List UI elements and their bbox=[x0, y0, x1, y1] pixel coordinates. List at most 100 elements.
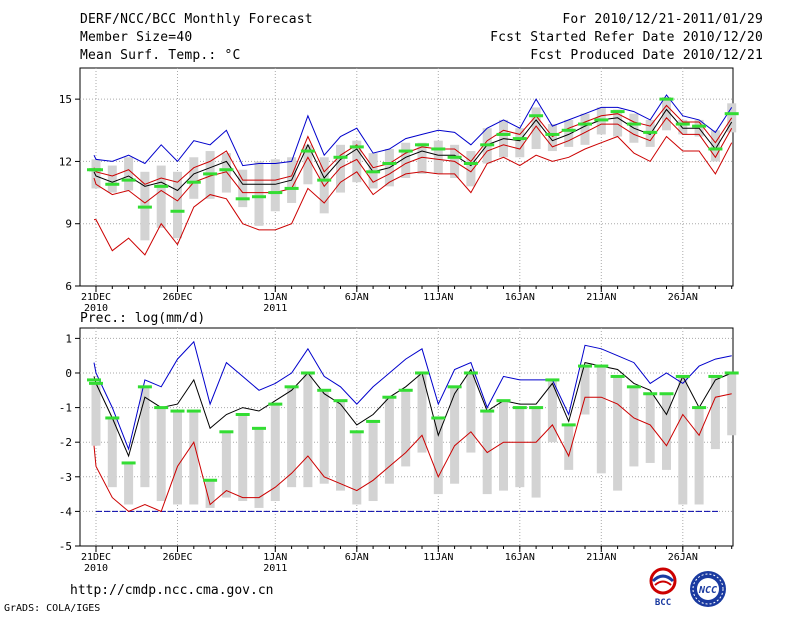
range-box bbox=[596, 366, 606, 474]
x-tick-label: 1JAN bbox=[263, 552, 287, 563]
range-box bbox=[564, 119, 574, 147]
range-box bbox=[515, 128, 525, 158]
range-box bbox=[580, 113, 590, 145]
range-box bbox=[564, 424, 574, 470]
range-box bbox=[417, 372, 427, 453]
y-tick-label: 15 bbox=[59, 93, 72, 106]
plot-frame bbox=[79, 327, 734, 547]
range-box bbox=[531, 107, 541, 149]
range-box bbox=[303, 372, 313, 488]
range-box bbox=[417, 142, 427, 174]
range-box bbox=[238, 169, 248, 208]
ncc-logo-text: NCC bbox=[698, 585, 717, 596]
x-tick-year-label: 2010 bbox=[84, 563, 108, 574]
range-box bbox=[662, 393, 671, 470]
range-box bbox=[303, 144, 313, 185]
range-box bbox=[270, 404, 280, 502]
range-box bbox=[205, 480, 215, 508]
series-line-max bbox=[93, 94, 733, 167]
y-tick-label: -4 bbox=[59, 505, 73, 518]
range-box bbox=[678, 376, 688, 505]
chart-title: DERF/NCC/BCC Monthly Forecast bbox=[80, 12, 313, 27]
x-tick-label: 21DEC bbox=[81, 292, 111, 303]
range-box bbox=[613, 376, 623, 491]
range-box bbox=[91, 383, 101, 446]
x-tick-label: 6JAN bbox=[345, 292, 369, 303]
series-line-mean bbox=[93, 108, 733, 192]
top-panel-variable: Mean Surf. Temp.: °C bbox=[80, 48, 241, 63]
x-tick-label: 11JAN bbox=[423, 292, 453, 303]
x-tick-label: 26JAN bbox=[668, 292, 698, 303]
range-box bbox=[580, 366, 590, 415]
range-box bbox=[678, 119, 688, 135]
range-box bbox=[352, 431, 362, 505]
range-box bbox=[270, 159, 280, 212]
range-box bbox=[401, 142, 411, 179]
range-box bbox=[221, 153, 231, 193]
bcc-logo-text: BCC bbox=[655, 598, 671, 608]
x-tick-label: 21JAN bbox=[586, 292, 616, 303]
range-box bbox=[107, 417, 117, 488]
range-box bbox=[287, 386, 297, 488]
series-line-min bbox=[94, 135, 733, 256]
x-tick-year-label: 2010 bbox=[84, 303, 108, 314]
range-box bbox=[433, 417, 443, 495]
series-line-upper bbox=[93, 104, 733, 185]
y-tick-label: 1 bbox=[65, 332, 72, 345]
range-box bbox=[401, 390, 411, 467]
x-tick-label: 26JAN bbox=[668, 552, 698, 563]
forecast-produced-date: Fcst Produced Date 2010/12/21 bbox=[530, 48, 763, 63]
bottom-panel-variable: Prec.: log(mm/d) bbox=[80, 311, 205, 326]
website-url[interactable]: http://cmdp.ncc.cma.gov.cn bbox=[70, 583, 274, 598]
x-tick-label: 26DEC bbox=[162, 552, 192, 563]
range-box bbox=[140, 386, 150, 488]
range-box bbox=[531, 407, 541, 498]
range-box bbox=[433, 140, 443, 174]
range-box bbox=[189, 157, 199, 199]
series-line-lower bbox=[93, 117, 733, 204]
bcc-logo: BCC bbox=[649, 567, 677, 608]
x-tick-label: 16JAN bbox=[505, 552, 535, 563]
range-box bbox=[189, 411, 199, 505]
range-box bbox=[156, 165, 166, 228]
range-box bbox=[515, 407, 525, 488]
forecast-started-date: Fcst Started Refer Date 2010/12/20 bbox=[490, 30, 763, 45]
x-tick-label: 21DEC bbox=[81, 552, 111, 563]
series-line-mean bbox=[93, 362, 732, 458]
y-tick-label: 12 bbox=[59, 155, 72, 168]
y-tick-label: -1 bbox=[59, 402, 72, 415]
y-tick-label: 9 bbox=[65, 218, 72, 231]
range-box bbox=[547, 124, 557, 152]
range-box bbox=[450, 386, 460, 484]
y-tick-label: -3 bbox=[59, 471, 72, 484]
y-tick-label: -2 bbox=[59, 436, 72, 449]
range-box bbox=[694, 407, 704, 505]
x-tick-label: 16JAN bbox=[505, 292, 535, 303]
x-tick-label: 6JAN bbox=[345, 552, 369, 563]
range-box bbox=[466, 151, 476, 187]
y-tick-label: -5 bbox=[59, 540, 72, 553]
range-box bbox=[499, 400, 508, 491]
x-tick-label: 11JAN bbox=[423, 552, 453, 563]
range-box bbox=[156, 407, 166, 502]
x-tick-label: 1JAN bbox=[263, 292, 287, 303]
range-box bbox=[254, 428, 264, 508]
range-box bbox=[645, 393, 655, 463]
range-box bbox=[662, 97, 671, 131]
x-tick-label: 26DEC bbox=[162, 292, 192, 303]
range-box bbox=[336, 144, 345, 193]
x-tick-year-label: 2011 bbox=[263, 563, 287, 574]
plot-frame bbox=[79, 67, 734, 287]
grads-credit: GrADS: COLA/IGES bbox=[4, 603, 101, 614]
x-tick-label: 21JAN bbox=[586, 552, 616, 563]
range-box bbox=[710, 130, 720, 162]
range-box bbox=[319, 390, 329, 484]
x-tick-year-label: 2011 bbox=[263, 303, 287, 314]
range-box bbox=[107, 165, 117, 193]
range-box bbox=[629, 386, 639, 467]
range-box bbox=[173, 171, 182, 239]
series-line-min bbox=[93, 393, 732, 513]
range-box bbox=[91, 159, 101, 189]
